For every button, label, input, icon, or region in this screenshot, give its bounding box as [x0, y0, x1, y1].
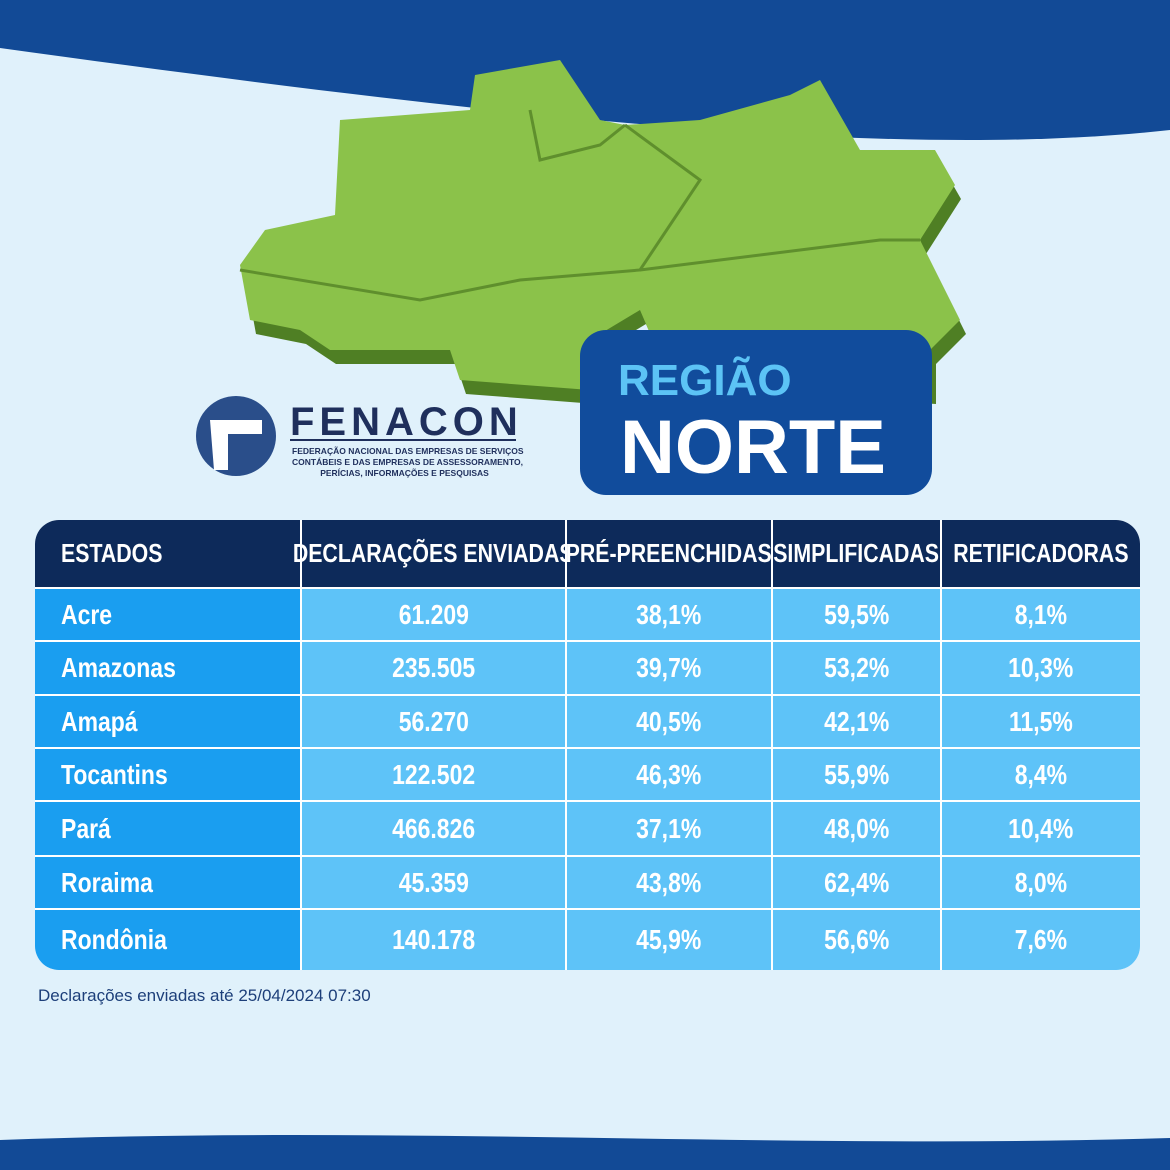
table-cell-text: 45.359: [398, 866, 469, 898]
table-cell-text: 38,1%: [636, 598, 702, 630]
table-cell-text: 62,4%: [823, 866, 890, 898]
table-cell-text: Rondônia: [61, 924, 167, 955]
table-cell: Rondônia: [35, 910, 300, 970]
table-cell-text: Pará: [61, 812, 111, 844]
table-cell: 55,9%: [773, 749, 940, 800]
table-cell: 53,2%: [773, 642, 940, 694]
table-cell-text: 140.178: [392, 924, 475, 955]
header-cell-text: SIMPLIFICADAS: [773, 538, 940, 568]
table-cell: 62,4%: [773, 857, 940, 908]
table-cell-text: 466.826: [392, 812, 475, 844]
table-cell-text: 48,0%: [823, 812, 890, 844]
table-cell-text: Amapá: [61, 705, 138, 737]
logo-subtitle: FEDERAÇÃO NACIONAL DAS EMPRESAS DE SERVI…: [292, 446, 524, 456]
header-cell: DECLARAÇÕES ENVIADAS: [293, 520, 574, 587]
table-cell-text: 8,1%: [1014, 598, 1068, 630]
table-cell-text: 122.502: [392, 758, 475, 790]
table-cell-text: 8,0%: [1014, 866, 1068, 898]
header-cell: SIMPLIFICADAS: [773, 520, 940, 587]
table-cell-text: Tocantins: [61, 758, 168, 790]
table-cell: 235.505: [302, 642, 565, 694]
table-cell-text: 46,3%: [636, 758, 702, 790]
table-cell-text: 10,3%: [1008, 652, 1074, 683]
table-cell: 38,1%: [567, 589, 771, 640]
table-cell: 45,9%: [567, 910, 771, 970]
table-cell-text: 11,5%: [1009, 705, 1073, 737]
header-cell-text: ESTADOS: [61, 538, 163, 568]
table-cell: 10,3%: [942, 642, 1140, 694]
table-cell-text: 8,4%: [1014, 758, 1068, 790]
table-cell-text: 59,5%: [823, 598, 890, 630]
table: ESTADOS DECLARAÇÕES ENVIADAS PRÉ-PREENCHID…: [35, 520, 1140, 970]
table-cell-text: 40,5%: [636, 705, 702, 737]
table-cell: 59,5%: [773, 589, 940, 640]
table-cell-text: 7,6%: [1014, 924, 1068, 955]
table-cell-text: Acre: [61, 598, 113, 630]
header-cell: PRÉ-PREENCHIDAS: [565, 520, 773, 587]
table-cell-text: 45,9%: [636, 924, 702, 955]
table-cell: 11,5%: [942, 696, 1140, 747]
table-cell-text: 61.209: [398, 598, 469, 630]
region-label: REGIÃO: [618, 356, 792, 405]
logo-name: FENACON: [290, 400, 523, 444]
table-cell: 122.502: [302, 749, 565, 800]
table-cell: 39,7%: [567, 642, 771, 694]
table-cell: 466.826: [302, 802, 565, 855]
table-cell: 37,1%: [567, 802, 771, 855]
bottom-band: [0, 1135, 1170, 1170]
logo-icon-mark: [210, 420, 262, 470]
table-cell: 8,1%: [942, 589, 1140, 640]
map-borders: [239, 109, 920, 302]
table-cell-text: Amazonas: [61, 652, 176, 683]
header-cell-text: DECLARAÇÕES ENVIADAS: [293, 538, 574, 568]
footnote: Declarações enviadas até 25/04/2024 07:3…: [38, 986, 371, 1005]
table-cell: 8,0%: [942, 857, 1140, 908]
logo-subtitle: PERÍCIAS, INFORMAÇÕES E PESQUISAS: [320, 468, 489, 478]
table-cell: 56,6%: [773, 910, 940, 970]
table-cell: 46,3%: [567, 749, 771, 800]
table-cell: 42,1%: [773, 696, 940, 747]
table-cell: Roraima: [35, 857, 300, 908]
table-cell: 8,4%: [942, 749, 1140, 800]
table-cell: 61.209: [302, 589, 565, 640]
table-cell: 48,0%: [773, 802, 940, 855]
table-cell-text: 55,9%: [823, 758, 890, 790]
map: [240, 60, 960, 390]
table-cell: 43,8%: [567, 857, 771, 908]
logo-icon: [196, 396, 276, 476]
table-cell-text: Roraima: [61, 866, 153, 898]
table-cell-text: 10,4%: [1008, 812, 1074, 844]
table-cell-text: 39,7%: [636, 652, 702, 683]
table-cell: 140.178: [302, 910, 565, 970]
table-cell-text: 235.505: [392, 652, 475, 683]
table-cell: 10,4%: [942, 802, 1140, 855]
table-cell-text: 56,6%: [823, 924, 890, 955]
logo-subtitle: CONTÁBEIS E DAS EMPRESAS DE ASSESSORAMEN…: [292, 457, 523, 467]
table-cell: 7,6%: [942, 910, 1140, 970]
table-cell-text: 42,1%: [823, 705, 890, 737]
table-cell-text: 43,8%: [636, 866, 702, 898]
table-cell: Pará: [35, 802, 300, 855]
top-band: [0, 0, 1170, 141]
table-cell: Acre: [35, 589, 300, 640]
region-box: [580, 330, 932, 495]
table-cell: 45.359: [302, 857, 565, 908]
table-cell: Amazonas: [35, 642, 300, 694]
header-cell: ESTADOS: [35, 520, 300, 587]
table-cell-text: 53,2%: [823, 652, 890, 683]
table-cell: 40,5%: [567, 696, 771, 747]
header-cell-text: PRÉ-PREENCHIDAS: [565, 538, 773, 568]
table-cell-text: 37,1%: [636, 812, 702, 844]
table-cell-text: 56.270: [398, 705, 469, 737]
header-cell-text: RETIFICADORAS: [953, 538, 1129, 568]
table-cell: Tocantins: [35, 749, 300, 800]
table-cell: Amapá: [35, 696, 300, 747]
region-name: NORTE: [620, 405, 886, 490]
table-cell: 56.270: [302, 696, 565, 747]
header-cell: RETIFICADORAS: [942, 520, 1140, 587]
